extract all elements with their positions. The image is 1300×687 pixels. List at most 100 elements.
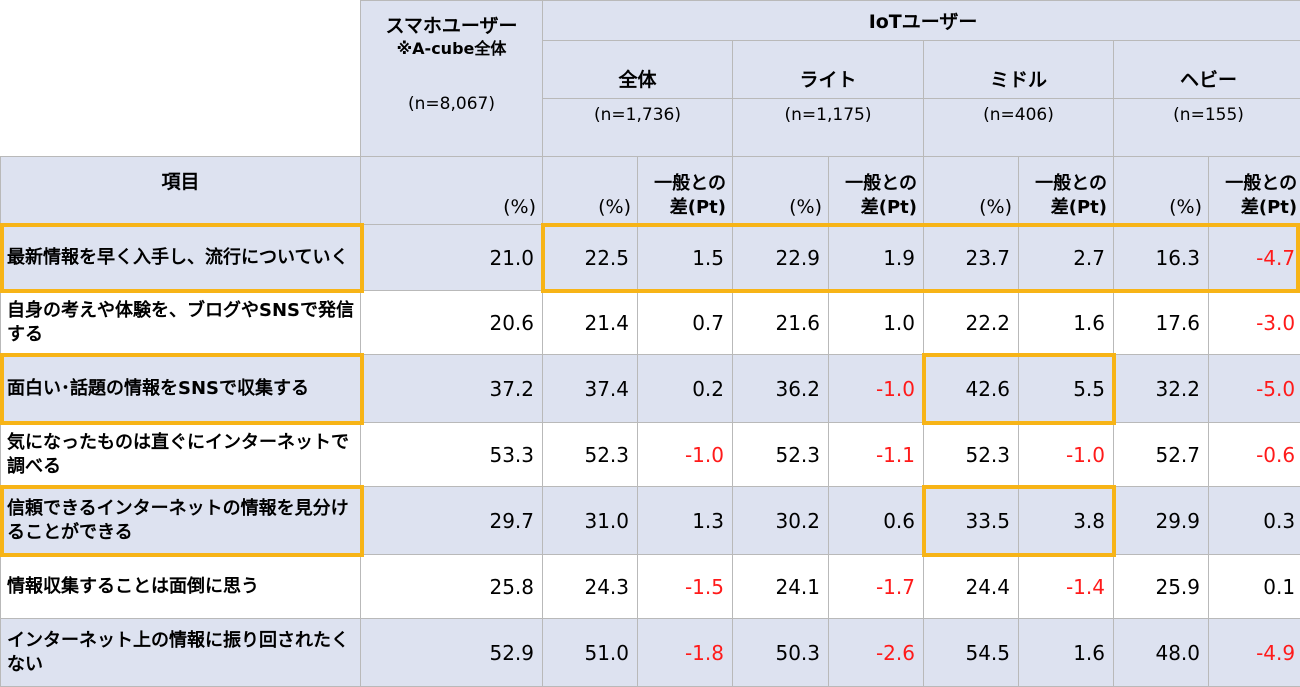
cell-all-diff: 0.2 bbox=[638, 355, 733, 423]
smartphone-pct-header: (%) bbox=[361, 157, 543, 225]
cell-heavy-pct: 48.0 bbox=[1114, 619, 1209, 687]
cell-middle-pct: 42.6 bbox=[924, 355, 1019, 423]
cell-heavy-pct: 17.6 bbox=[1114, 291, 1209, 355]
cell-smartphone-pct: 29.7 bbox=[361, 487, 543, 555]
group-n-heavy: (n=155) bbox=[1114, 99, 1300, 157]
cell-heavy-pct: 16.3 bbox=[1114, 225, 1209, 291]
cell-light-diff: 0.6 bbox=[829, 487, 924, 555]
cell-middle-diff: 1.6 bbox=[1019, 291, 1114, 355]
row-label: インターネット上の情報に振り回されたくない bbox=[1, 619, 361, 687]
cell-smartphone-pct: 20.6 bbox=[361, 291, 543, 355]
cell-light-pct: 22.9 bbox=[733, 225, 829, 291]
row-label: 情報収集することは面倒に思う bbox=[1, 555, 361, 619]
group-n-middle: (n=406) bbox=[924, 99, 1114, 157]
light-pct-header: (%) bbox=[733, 157, 829, 225]
cell-all-diff: 1.5 bbox=[638, 225, 733, 291]
cell-middle-diff: -1.4 bbox=[1019, 555, 1114, 619]
middle-pct-header: (%) bbox=[924, 157, 1019, 225]
middle-diff-header: 一般との差(Pt) bbox=[1019, 157, 1114, 225]
cell-middle-diff: 5.5 bbox=[1019, 355, 1114, 423]
cell-all-pct: 52.3 bbox=[543, 423, 638, 487]
cell-heavy-pct: 32.2 bbox=[1114, 355, 1209, 423]
smartphone-note: ※A-cube全体 bbox=[361, 39, 542, 59]
top-left-blank bbox=[1, 1, 361, 157]
cell-smartphone-pct: 21.0 bbox=[361, 225, 543, 291]
heavy-pct-header: (%) bbox=[1114, 157, 1209, 225]
smartphone-title: スマホユーザー bbox=[361, 13, 542, 39]
light-diff-header: 一般との差(Pt) bbox=[829, 157, 924, 225]
group-name-all: 全体 bbox=[543, 41, 733, 99]
group-name-heavy: ヘビー bbox=[1114, 41, 1300, 99]
cell-light-diff: 1.0 bbox=[829, 291, 924, 355]
cell-all-diff: -1.0 bbox=[638, 423, 733, 487]
cell-all-pct: 37.4 bbox=[543, 355, 638, 423]
cell-middle-pct: 52.3 bbox=[924, 423, 1019, 487]
cell-heavy-diff: -3.0 bbox=[1209, 291, 1300, 355]
cell-middle-diff: 1.6 bbox=[1019, 619, 1114, 687]
cell-heavy-diff: -4.7 bbox=[1209, 225, 1300, 291]
cell-heavy-diff: -0.6 bbox=[1209, 423, 1300, 487]
heavy-diff-header: 一般との差(Pt) bbox=[1209, 157, 1300, 225]
cell-middle-pct: 22.2 bbox=[924, 291, 1019, 355]
cell-heavy-pct: 52.7 bbox=[1114, 423, 1209, 487]
cell-middle-diff: -1.0 bbox=[1019, 423, 1114, 487]
cell-smartphone-pct: 53.3 bbox=[361, 423, 543, 487]
all-pct-header: (%) bbox=[543, 157, 638, 225]
cell-light-diff: 1.9 bbox=[829, 225, 924, 291]
row-label: 自身の考えや体験を、ブログやSNSで発信する bbox=[1, 291, 361, 355]
cell-light-pct: 21.6 bbox=[733, 291, 829, 355]
cell-light-pct: 52.3 bbox=[733, 423, 829, 487]
cell-all-pct: 21.4 bbox=[543, 291, 638, 355]
cell-all-diff: -1.8 bbox=[638, 619, 733, 687]
cell-middle-diff: 3.8 bbox=[1019, 487, 1114, 555]
cell-middle-pct: 23.7 bbox=[924, 225, 1019, 291]
cell-all-diff: -1.5 bbox=[638, 555, 733, 619]
cell-heavy-diff: -4.9 bbox=[1209, 619, 1300, 687]
row-label: 信頼できるインターネットの情報を見分けることができる bbox=[1, 487, 361, 555]
cell-light-diff: -2.6 bbox=[829, 619, 924, 687]
cell-heavy-pct: 25.9 bbox=[1114, 555, 1209, 619]
cell-middle-diff: 2.7 bbox=[1019, 225, 1114, 291]
cell-light-pct: 50.3 bbox=[733, 619, 829, 687]
cell-all-pct: 31.0 bbox=[543, 487, 638, 555]
cell-all-pct: 51.0 bbox=[543, 619, 638, 687]
group-n-light: (n=1,175) bbox=[733, 99, 924, 157]
cell-light-diff: -1.0 bbox=[829, 355, 924, 423]
cell-light-pct: 30.2 bbox=[733, 487, 829, 555]
all-diff-header: 一般との差(Pt) bbox=[638, 157, 733, 225]
cell-middle-pct: 54.5 bbox=[924, 619, 1019, 687]
cell-all-pct: 22.5 bbox=[543, 225, 638, 291]
cell-all-diff: 1.3 bbox=[638, 487, 733, 555]
cell-light-pct: 36.2 bbox=[733, 355, 829, 423]
cell-smartphone-pct: 25.8 bbox=[361, 555, 543, 619]
smartphone-n: (n=8,067) bbox=[361, 91, 542, 117]
item-header: 項目 bbox=[1, 157, 361, 225]
cell-middle-pct: 33.5 bbox=[924, 487, 1019, 555]
smartphone-header-cell: スマホユーザー ※A-cube全体 (n=8,067) bbox=[361, 1, 543, 157]
row-label: 気になったものは直ぐにインターネットで調べる bbox=[1, 423, 361, 487]
row-label: 最新情報を早く入手し、流行についていく bbox=[1, 225, 361, 291]
cell-smartphone-pct: 52.9 bbox=[361, 619, 543, 687]
cell-light-pct: 24.1 bbox=[733, 555, 829, 619]
iot-header: IoTユーザー bbox=[543, 1, 1300, 41]
cell-heavy-diff: 0.1 bbox=[1209, 555, 1300, 619]
row-label: 面白い･話題の情報をSNSで収集する bbox=[1, 355, 361, 423]
cell-heavy-pct: 29.9 bbox=[1114, 487, 1209, 555]
cell-all-diff: 0.7 bbox=[638, 291, 733, 355]
cell-light-diff: -1.1 bbox=[829, 423, 924, 487]
cell-light-diff: -1.7 bbox=[829, 555, 924, 619]
group-n-all: (n=1,736) bbox=[543, 99, 733, 157]
cell-smartphone-pct: 37.2 bbox=[361, 355, 543, 423]
cell-heavy-diff: 0.3 bbox=[1209, 487, 1300, 555]
cell-all-pct: 24.3 bbox=[543, 555, 638, 619]
